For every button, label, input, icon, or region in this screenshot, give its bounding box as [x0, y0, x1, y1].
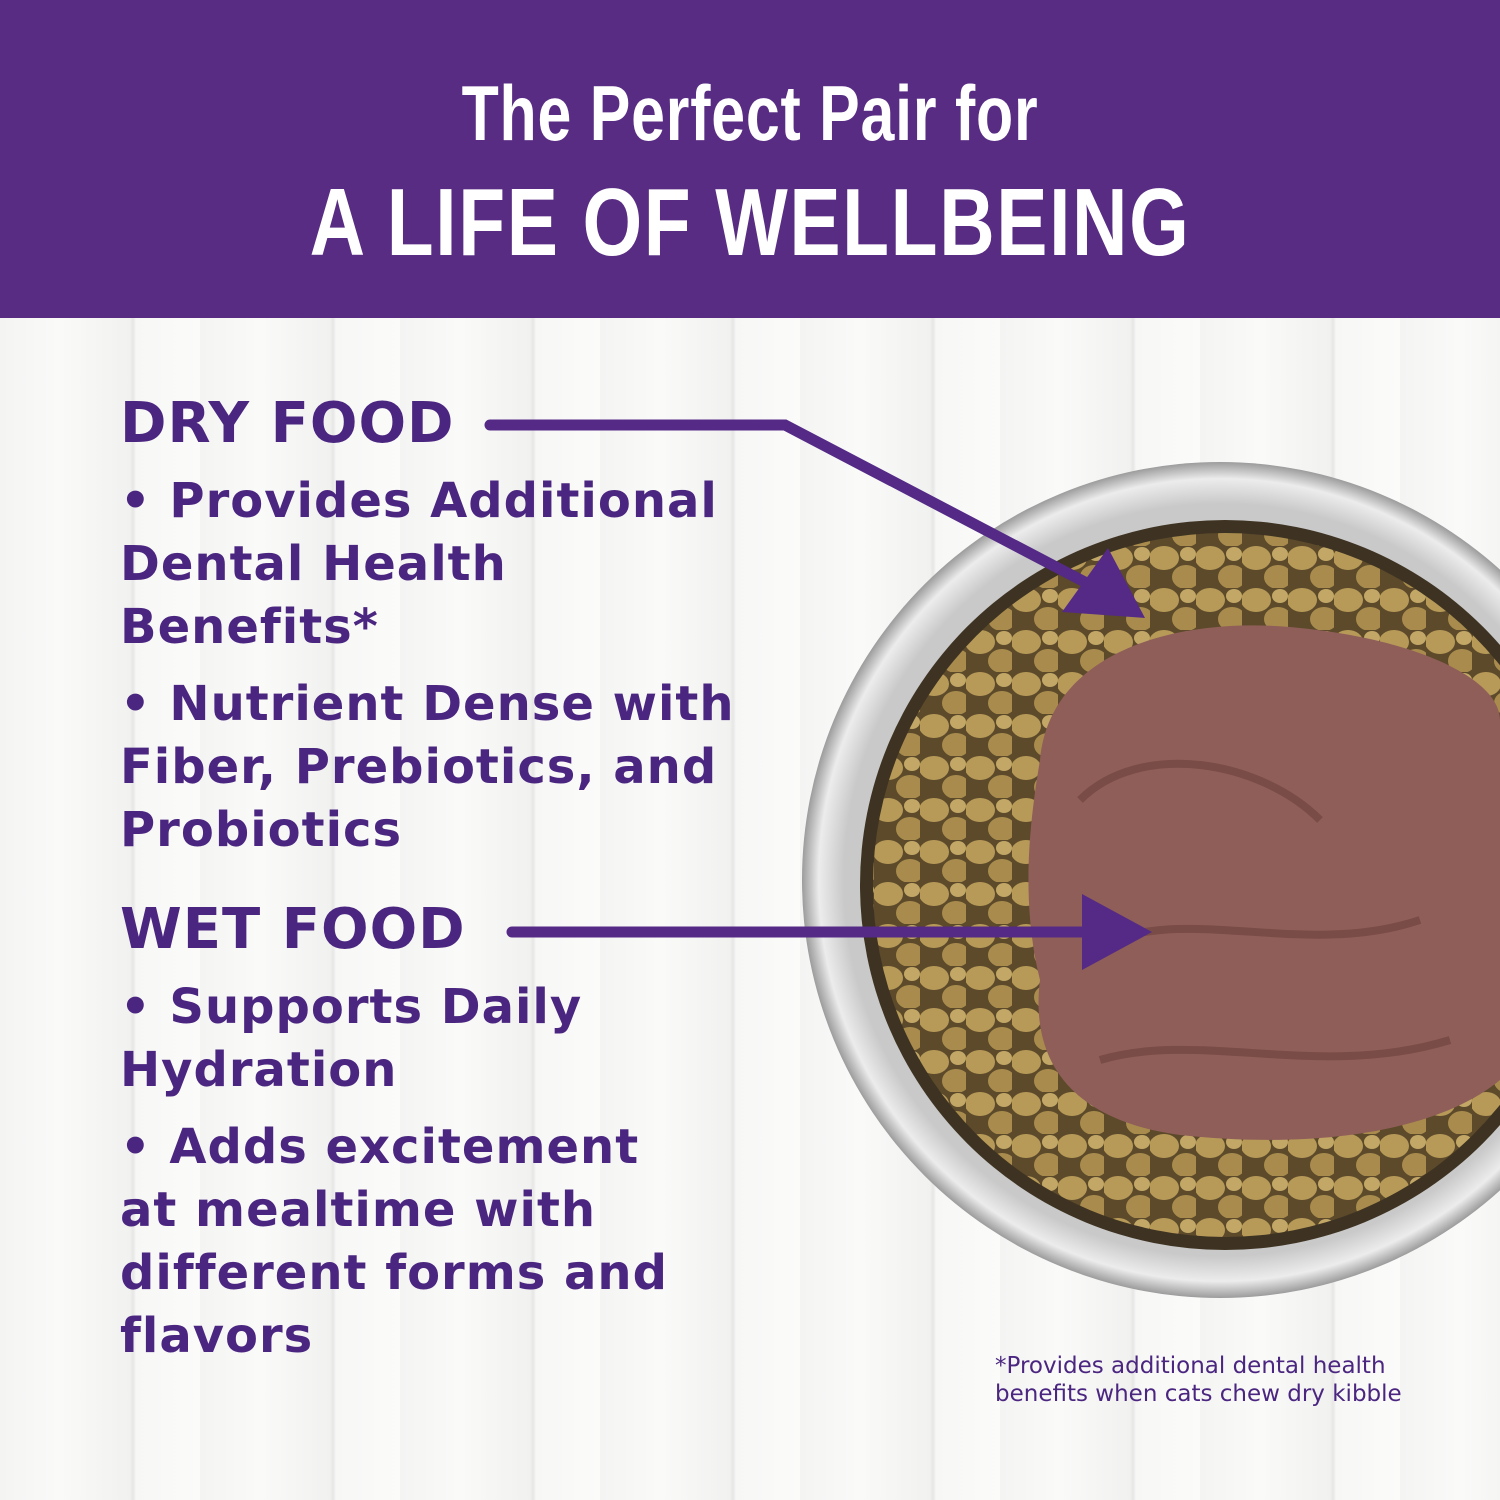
wet-food-heading: WET FOOD	[120, 897, 466, 962]
title-banner: The Perfect Pair for A LIFE OF WELLBEING	[0, 0, 1500, 318]
footnote: *Provides additional dental health benef…	[995, 1352, 1402, 1408]
dry-food-section: DRY FOOD • Provides Additional Dental He…	[120, 392, 780, 862]
footnote-line-2: benefits when cats chew dry kibble	[995, 1381, 1402, 1407]
wet-food-arrow	[506, 894, 1152, 970]
wet-bullet-1: • Supports Daily Hydration	[120, 979, 583, 1098]
wet-food-section: WET FOOD • Supports Daily Hydration • Ad…	[120, 898, 680, 1368]
title-line-2: A LIFE OF WELLBEING	[309, 169, 1191, 276]
footnote-line-1: *Provides additional dental health	[995, 1353, 1386, 1379]
dry-bullet-2: • Nutrient Dense with Fiber, Prebiotics,…	[120, 676, 735, 858]
food-bowl-illustration	[484, 419, 1500, 1298]
dry-food-arrow	[484, 419, 1145, 618]
wet-food	[1028, 625, 1500, 1140]
title-line-1: The Perfect Pair for	[461, 69, 1039, 157]
dry-food-heading: DRY FOOD	[120, 391, 455, 456]
wet-bullet-2: • Adds excitement at mealtime with diffe…	[120, 1119, 668, 1364]
dry-bullet-1: • Provides Additional Dental Health Bene…	[120, 473, 718, 655]
